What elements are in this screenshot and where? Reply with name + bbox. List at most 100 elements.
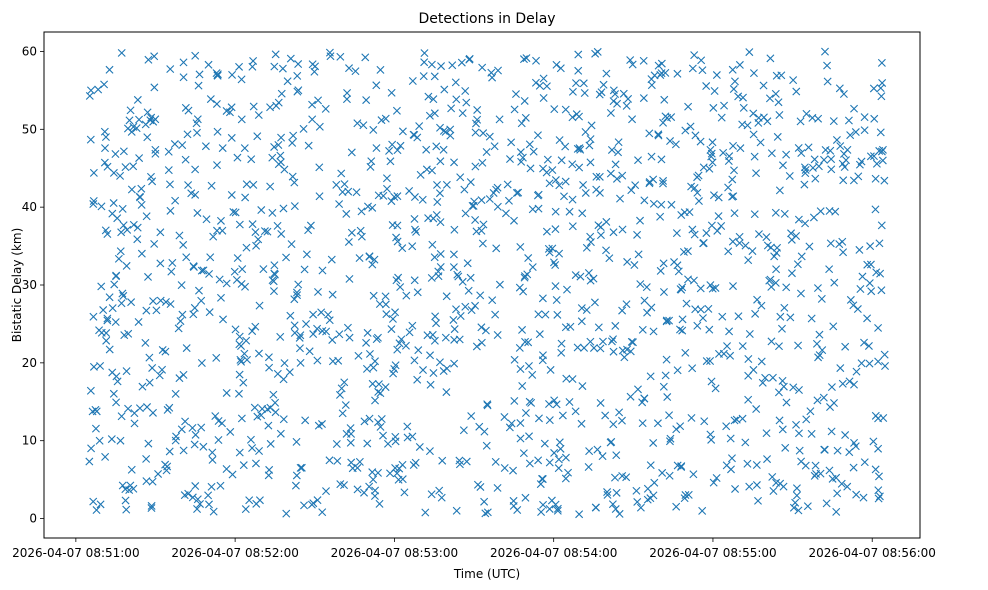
data-point xyxy=(204,60,213,69)
data-point xyxy=(147,504,156,513)
data-point xyxy=(833,489,842,498)
data-point xyxy=(743,121,752,130)
data-point xyxy=(797,252,806,261)
data-point xyxy=(266,439,275,448)
data-point xyxy=(149,297,158,306)
data-point xyxy=(789,503,798,512)
data-point xyxy=(206,253,215,262)
data-point xyxy=(505,155,514,164)
data-point xyxy=(509,466,518,475)
data-point xyxy=(553,310,562,319)
data-point xyxy=(825,466,834,475)
data-point xyxy=(718,312,727,321)
data-point xyxy=(336,480,345,489)
data-point xyxy=(408,432,417,441)
data-point xyxy=(529,147,538,156)
data-point xyxy=(589,343,598,352)
data-point xyxy=(820,155,828,164)
data-point xyxy=(389,369,398,378)
data-point xyxy=(102,336,111,345)
data-point xyxy=(598,337,607,346)
data-point xyxy=(826,146,835,155)
data-point xyxy=(859,493,868,502)
data-point xyxy=(525,432,534,441)
data-point xyxy=(342,95,351,104)
data-point xyxy=(382,174,391,183)
data-point xyxy=(822,499,831,508)
data-point xyxy=(480,497,489,506)
data-point xyxy=(647,81,656,90)
data-point xyxy=(643,484,652,493)
data-point xyxy=(254,111,263,120)
data-point xyxy=(362,96,371,105)
data-point xyxy=(757,301,766,310)
data-point xyxy=(838,379,847,388)
data-point xyxy=(708,284,717,293)
data-point xyxy=(521,113,530,122)
data-point xyxy=(127,465,136,474)
data-point xyxy=(219,315,228,324)
data-point xyxy=(850,380,859,389)
data-point xyxy=(707,377,716,386)
data-point xyxy=(782,150,791,159)
data-point xyxy=(704,304,713,313)
data-point xyxy=(534,190,543,199)
data-point xyxy=(603,488,612,497)
data-point xyxy=(595,188,604,197)
data-point xyxy=(393,345,402,354)
data-point xyxy=(191,430,200,439)
data-point xyxy=(408,242,417,251)
data-point xyxy=(512,188,521,197)
data-point xyxy=(472,227,481,236)
data-point xyxy=(792,420,801,429)
data-point xyxy=(598,452,607,461)
data-point xyxy=(467,306,476,315)
data-point xyxy=(120,331,129,340)
data-point xyxy=(809,213,818,222)
data-point xyxy=(649,175,658,184)
data-point xyxy=(528,370,537,379)
data-point xyxy=(317,308,326,317)
data-point xyxy=(768,373,777,382)
data-point xyxy=(574,66,583,75)
data-point xyxy=(609,228,618,237)
data-point xyxy=(318,326,327,335)
data-point xyxy=(758,378,767,387)
data-point xyxy=(551,176,560,185)
data-point xyxy=(653,419,662,428)
data-point xyxy=(151,145,160,154)
data-point xyxy=(332,440,341,448)
data-point xyxy=(680,494,689,503)
data-point xyxy=(207,181,216,190)
data-point xyxy=(410,214,419,223)
data-point xyxy=(466,178,475,187)
data-point xyxy=(586,238,595,247)
data-point xyxy=(610,473,619,482)
data-point xyxy=(490,142,499,151)
data-point xyxy=(142,477,151,486)
data-point xyxy=(95,436,104,445)
data-point xyxy=(189,262,198,271)
data-point xyxy=(420,49,429,58)
data-point xyxy=(101,144,110,153)
data-point xyxy=(647,303,656,312)
data-point xyxy=(532,56,541,65)
x-tick-label: 2026-04-07 08:51:00 xyxy=(12,546,139,560)
data-point xyxy=(473,480,482,489)
data-point xyxy=(393,192,402,201)
data-point xyxy=(279,415,288,424)
data-point xyxy=(677,211,686,220)
data-point xyxy=(633,497,642,506)
data-point xyxy=(363,202,372,211)
data-point xyxy=(846,295,855,304)
data-point xyxy=(539,164,548,173)
data-point xyxy=(383,439,392,448)
data-point xyxy=(135,404,144,413)
data-point xyxy=(865,359,874,368)
data-point xyxy=(466,273,475,282)
data-point xyxy=(827,165,836,174)
data-point xyxy=(405,186,414,195)
data-point xyxy=(794,341,803,350)
data-point xyxy=(428,330,437,339)
data-point xyxy=(739,103,748,112)
